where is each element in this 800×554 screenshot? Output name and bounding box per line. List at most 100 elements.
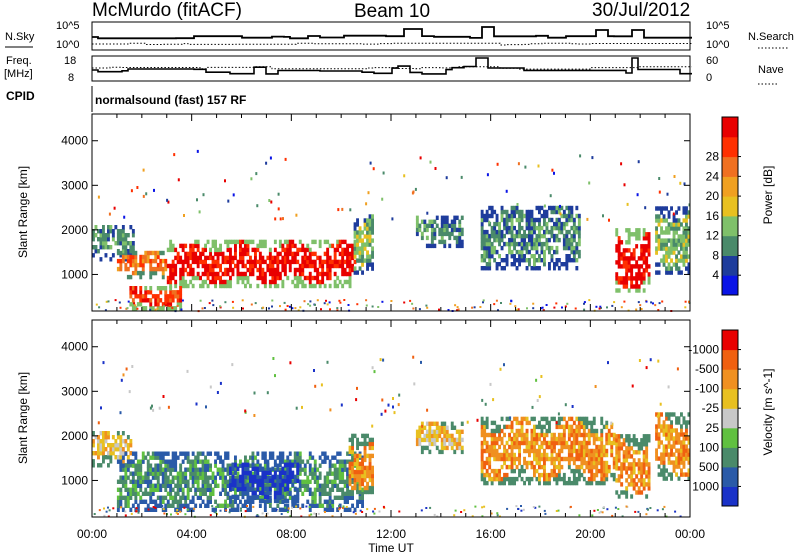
heatmap-cell	[139, 479, 143, 484]
heatmap-cell	[348, 449, 352, 455]
sparse-cell	[403, 174, 406, 178]
heatmap-cell	[326, 507, 330, 512]
scatter-cell	[219, 305, 222, 308]
heatmap-cell	[647, 240, 651, 245]
heatmap-cell	[189, 499, 193, 504]
heatmap-cell	[617, 438, 621, 443]
heatmap-cell	[219, 467, 222, 472]
heatmap-cell	[353, 234, 357, 239]
heatmap-cell	[505, 416, 509, 422]
heatmap-cell	[171, 259, 175, 265]
heatmap-cell	[590, 464, 594, 470]
heatmap-cell	[141, 455, 145, 460]
heatmap-cell	[483, 440, 487, 446]
heatmap-cell	[505, 448, 509, 454]
heatmap-cell	[156, 487, 160, 492]
heatmap-cell	[493, 428, 497, 434]
heatmap-cell	[241, 275, 245, 281]
heatmap-cell	[562, 233, 566, 239]
heatmap-cell	[276, 275, 280, 281]
heatmap-cell	[209, 279, 212, 285]
heatmap-cell	[151, 455, 155, 460]
heatmap-cell	[358, 453, 362, 459]
heatmap-cell	[174, 459, 178, 464]
heatmap-cell	[164, 487, 168, 492]
freq-series	[92, 57, 692, 75]
heatmap-cell	[632, 232, 636, 237]
heatmap-cell	[550, 205, 554, 211]
heatmap-cell	[323, 491, 327, 496]
heatmap-cell	[637, 446, 641, 451]
heatmap-cell	[171, 475, 175, 480]
heatmap-cell	[131, 491, 135, 496]
heatmap-cell	[428, 429, 432, 434]
heatmap-cell	[480, 266, 484, 271]
heatmap-cell	[617, 446, 621, 451]
heatmap-cell	[191, 283, 195, 289]
time-tick-label: 00:00	[675, 527, 705, 541]
heatmap-cell	[107, 463, 110, 468]
heatmap-cell	[92, 431, 95, 436]
scatter-cell	[365, 299, 368, 302]
heatmap-cell	[510, 476, 514, 482]
heatmap-cell	[480, 444, 484, 450]
heatmap-cell	[637, 236, 641, 241]
heatmap-cell	[119, 443, 123, 448]
heatmap-cell	[134, 495, 138, 500]
heatmap-cell	[116, 479, 120, 484]
sparse-cell	[301, 405, 303, 409]
heatmap-cell	[500, 229, 504, 235]
heatmap-cell	[346, 271, 349, 277]
heatmap-cell	[136, 507, 140, 512]
scatter-cell	[352, 511, 355, 514]
heatmap-cell	[660, 206, 663, 211]
heatmap-cell	[361, 230, 364, 235]
heatmap-cell	[214, 251, 217, 257]
heatmap-cell	[685, 456, 688, 461]
heatmap-cell	[361, 491, 364, 496]
heatmap-cell	[458, 429, 462, 434]
heatmap-cell	[184, 279, 188, 285]
heatmap-cell	[540, 233, 544, 239]
heatmap-cell	[485, 444, 489, 450]
heatmap-cell	[121, 479, 125, 484]
heatmap-cell	[353, 485, 357, 491]
heatmap-cell	[151, 306, 155, 311]
heatmap-cell	[176, 298, 180, 303]
heatmap-cell	[209, 267, 212, 273]
heatmap-cell	[433, 421, 437, 426]
heatmap-cell	[480, 245, 484, 251]
heatmap-cell	[184, 475, 188, 480]
heatmap-cell	[366, 242, 369, 247]
heatmap-cell	[438, 231, 442, 237]
heatmap-cell	[675, 226, 678, 231]
heatmap-cell	[525, 249, 529, 255]
heatmap-cell	[493, 432, 497, 438]
heatmap-cell	[254, 259, 257, 265]
heatmap-cell	[495, 262, 499, 267]
heatmap-cell	[672, 234, 676, 239]
scatter-cell	[595, 305, 598, 308]
heatmap-cell	[169, 267, 173, 273]
heatmap-cell	[520, 464, 524, 470]
heatmap-cell	[121, 455, 125, 460]
scatter-cell	[645, 513, 648, 516]
heatmap-cell	[575, 456, 579, 462]
heatmap-cell	[356, 246, 359, 251]
heatmap-cell	[139, 471, 143, 476]
heatmap-cell	[164, 290, 168, 295]
heatmap-cell	[161, 471, 165, 476]
heatmap-cell	[655, 218, 658, 223]
heatmap-cell	[196, 255, 200, 261]
heatmap-cell	[493, 258, 497, 263]
y-tick-label: 3000	[61, 384, 88, 398]
heatmap-cell	[219, 503, 222, 508]
heatmap-cell	[483, 472, 487, 478]
heatmap-cell	[281, 470, 285, 475]
heatmap-cell	[480, 456, 484, 462]
heatmap-cell	[612, 440, 616, 446]
heatmap-cell	[622, 454, 626, 459]
heatmap-cell	[480, 416, 484, 422]
